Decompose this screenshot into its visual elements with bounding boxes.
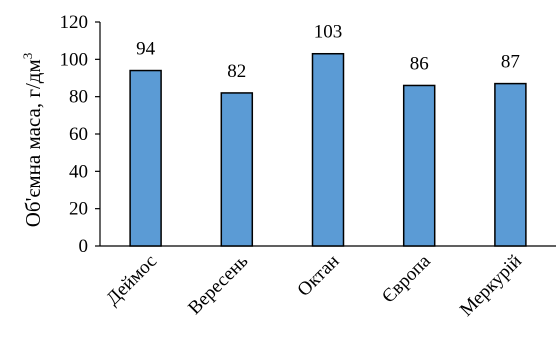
y-axis-title: Об'ємна маса, г/дм3 <box>20 53 45 228</box>
y-tick-label: 80 <box>69 87 88 108</box>
data-label: 87 <box>501 52 520 73</box>
y-tick-label: 120 <box>60 12 89 33</box>
y-tick-label: 60 <box>69 124 88 145</box>
y-tick-label: 40 <box>69 161 88 182</box>
data-label: 94 <box>136 39 156 60</box>
bar <box>402 84 436 247</box>
y-axis-title-text: Об'ємна маса, г/дм <box>21 59 45 227</box>
data-label: 82 <box>227 61 246 82</box>
y-tick-label: 20 <box>69 199 88 220</box>
y-tick-label: 100 <box>60 49 89 70</box>
bar <box>220 92 254 247</box>
bar <box>494 82 527 247</box>
x-tick-label: Вересень <box>184 250 252 318</box>
plot-area: 0 20 40 60 80 100 120 94 Деймос 82 Вересень 103 Окта… <box>60 12 556 321</box>
y-tick-label: 0 <box>79 236 89 257</box>
x-tick-label: Деймос <box>102 251 161 310</box>
svg-text:Об'ємна маса, г/дм3: Об'ємна маса, г/дм3 <box>20 53 45 228</box>
bar <box>129 69 162 247</box>
x-tick-label: Октан <box>293 251 343 301</box>
x-tick-label: Меркурій <box>456 251 526 321</box>
x-tick-label: Європа <box>378 250 435 307</box>
data-label: 103 <box>314 22 343 43</box>
data-label: 86 <box>410 53 429 74</box>
y-axis-title-superscript: 3 <box>20 53 35 60</box>
bar <box>311 52 345 247</box>
